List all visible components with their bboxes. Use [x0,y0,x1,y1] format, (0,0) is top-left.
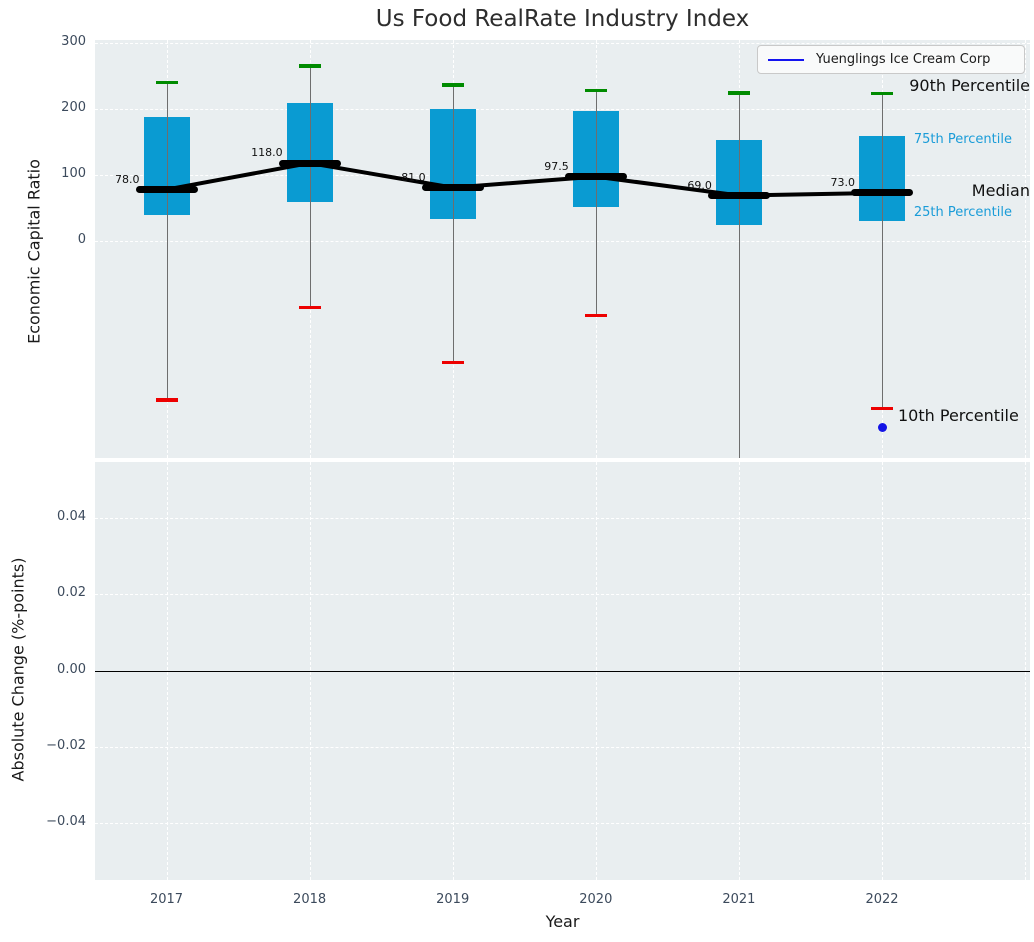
median-value-label-2022: 73.0 [765,176,855,189]
zero-reference-line [95,671,1030,672]
median-line-2018 [279,160,341,167]
bottom-panel [95,462,1030,880]
median-connector-line [95,40,1030,458]
median-value-label-2020: 97.5 [479,160,569,173]
gridline-horizontal [95,518,1030,519]
company-point [878,423,887,432]
x-axis-label: Year [95,912,1030,931]
top-panel: 78.0 118.0 81.0 97.5 69.0 73.0 [95,40,1030,458]
label-median: Median [972,181,1030,200]
gridline-horizontal [95,823,1030,824]
top-y-tick-label: 200 [0,100,86,115]
x-tick-label: 2018 [270,892,350,907]
bottom-y-tick-label: −0.02 [0,738,86,753]
x-tick-label: 2022 [842,892,922,907]
label-25th-percentile: 25th Percentile [914,205,1012,220]
legend-line-swatch [768,59,804,61]
bottom-y-tick-label: 0.02 [0,585,86,600]
median-line-2021 [708,192,770,199]
x-tick-label: 2019 [413,892,493,907]
label-90th-percentile: 90th Percentile [909,76,1030,95]
median-value-label-2019: 81.0 [336,171,426,184]
median-line-2017 [136,186,198,193]
median-line-2019 [422,184,484,191]
chart-title: Us Food RealRate Industry Index [95,6,1030,32]
bottom-y-tick-label: 0.04 [0,509,86,524]
figure: Us Food RealRate Industry Index 78.0 118.… [0,0,1034,942]
x-tick-label: 2020 [556,892,636,907]
bottom-y-tick-label: 0.00 [0,662,86,677]
bottom-y-tick-label: −0.04 [0,814,86,829]
legend-label: Yuenglings Ice Cream Corp [816,52,990,67]
median-value-label-2021: 69.0 [622,179,712,192]
gridline-horizontal [95,594,1030,595]
label-75th-percentile: 75th Percentile [914,132,1012,147]
top-y-tick-label: 300 [0,34,86,49]
median-line-2022 [851,189,913,196]
median-value-label-2018: 118.0 [193,146,283,159]
top-y-tick-label: 100 [0,166,86,181]
median-value-label-2017: 78.0 [95,173,140,186]
x-tick-label: 2021 [699,892,779,907]
median-line-2020 [565,173,627,180]
legend: Yuenglings Ice Cream Corp [757,45,1025,74]
gridline-horizontal [95,747,1030,748]
label-10th-percentile: 10th Percentile [898,406,1019,425]
top-y-tick-label: 0 [0,232,86,247]
x-tick-label: 2017 [127,892,207,907]
